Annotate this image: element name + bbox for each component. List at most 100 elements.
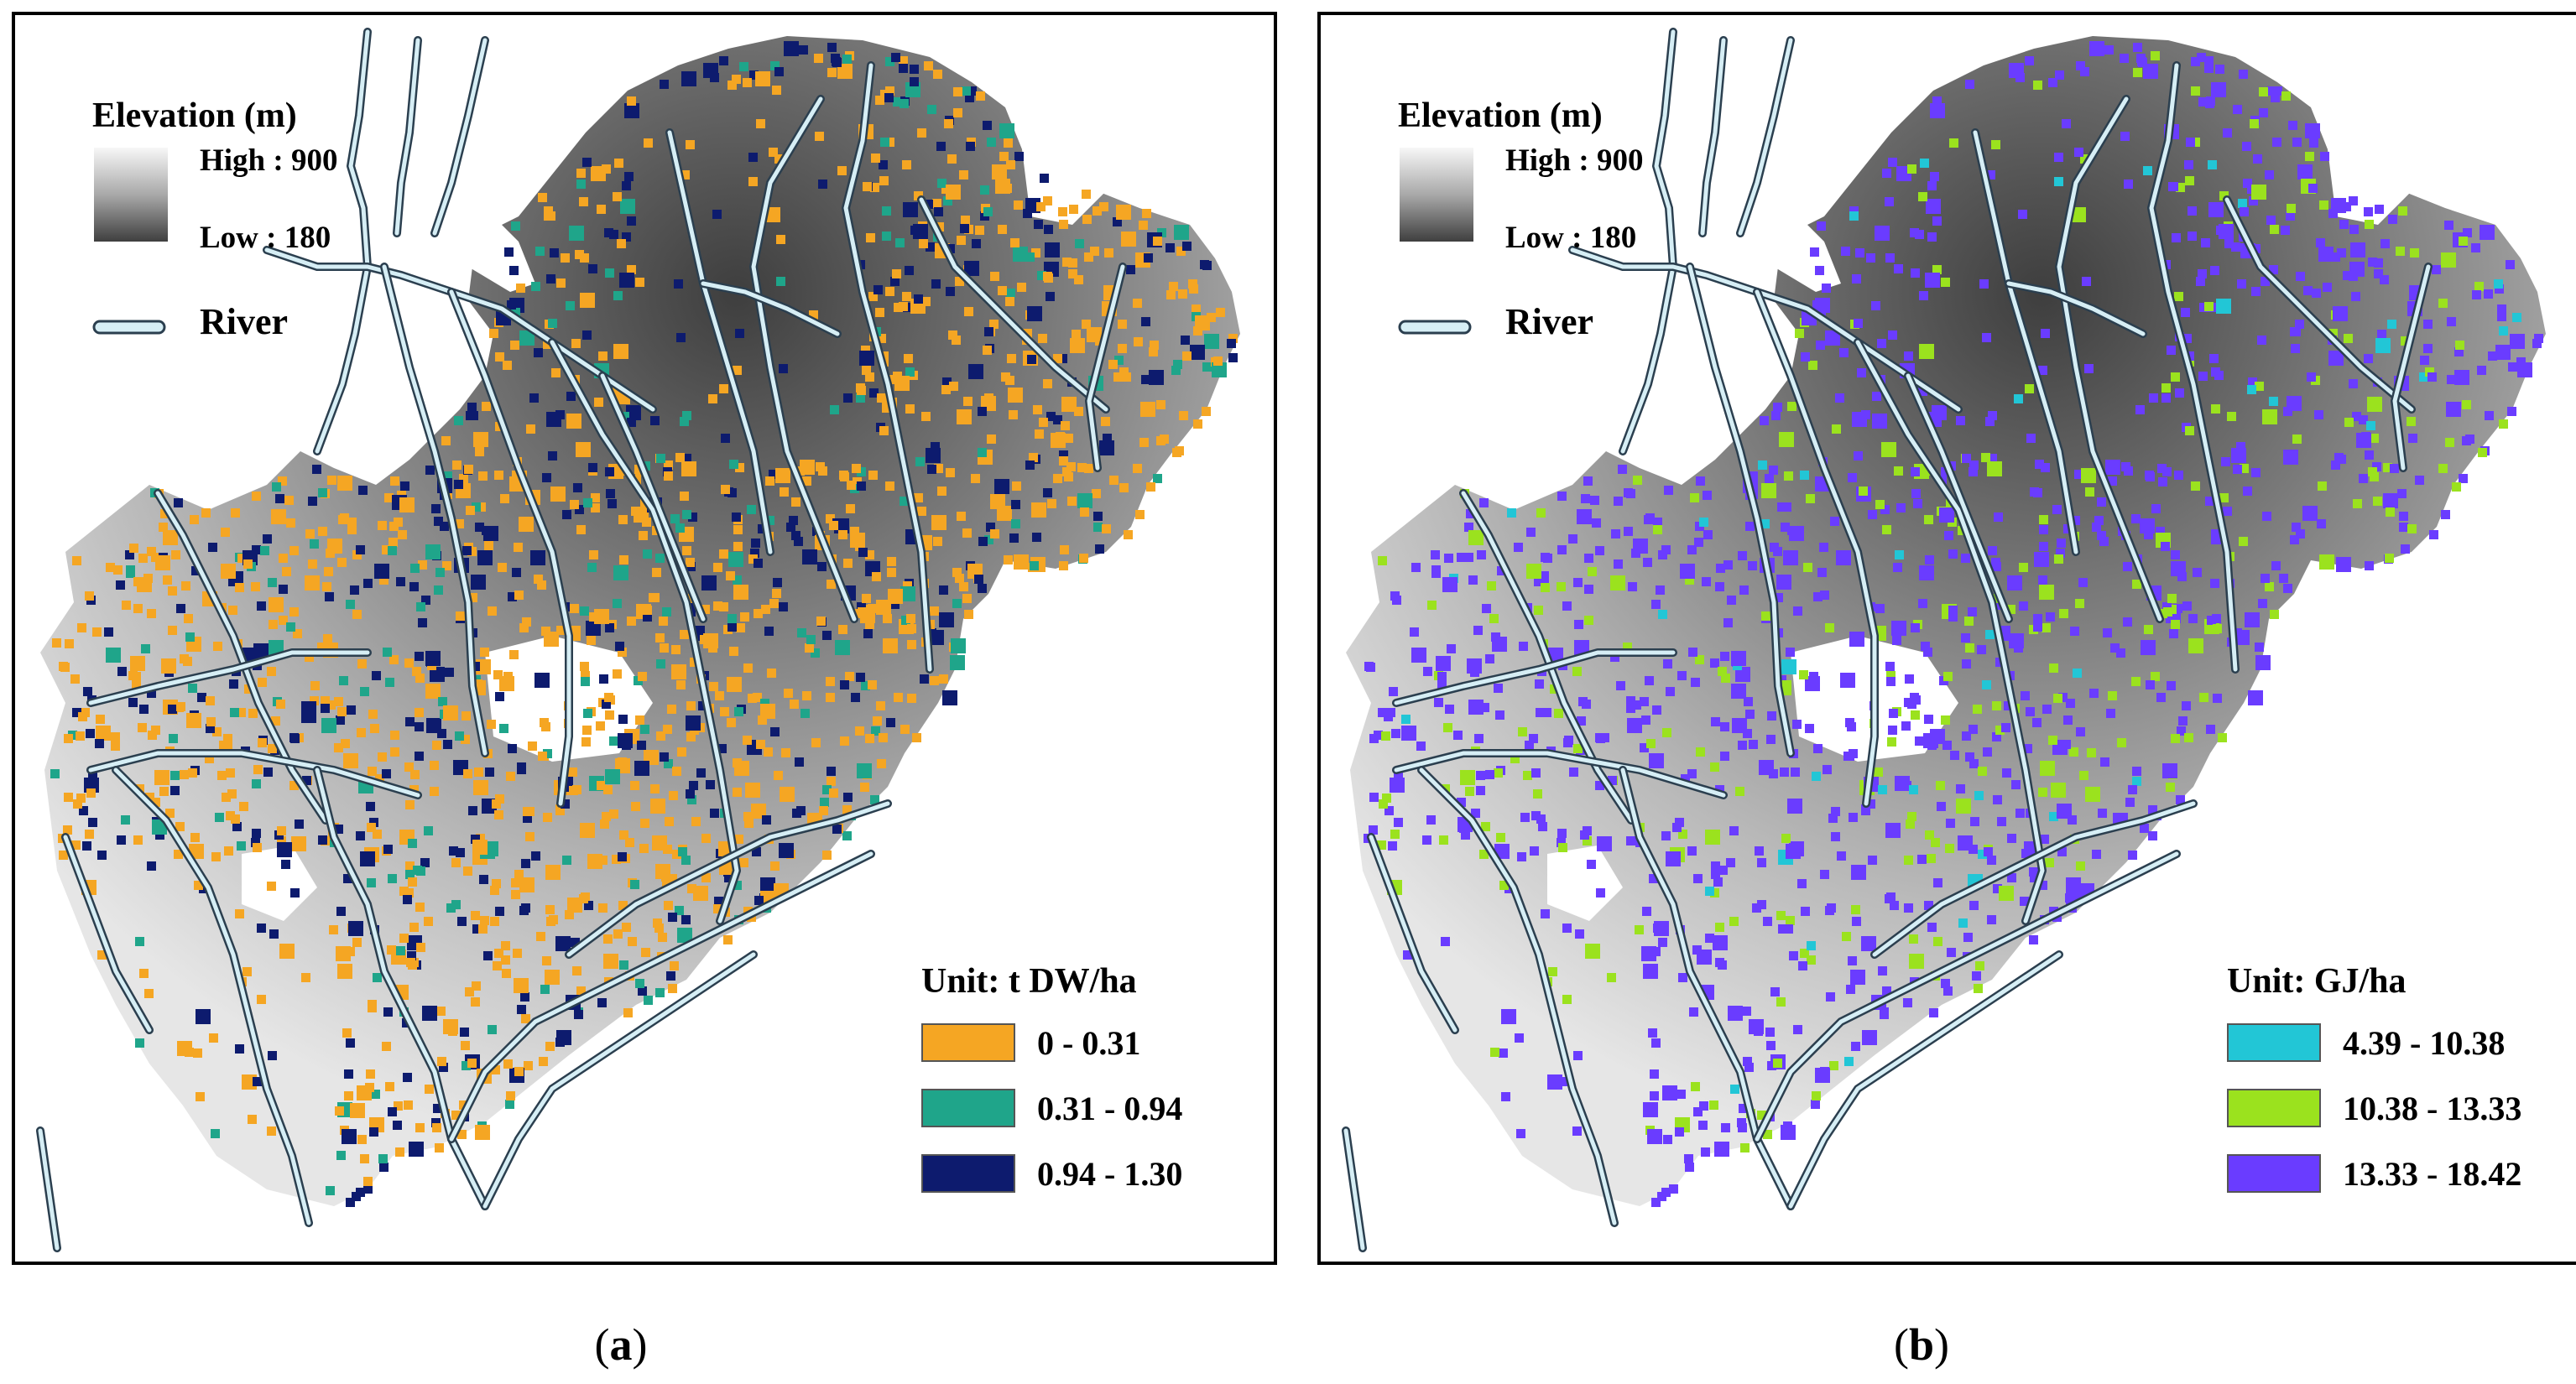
class-pixel (1888, 726, 1897, 735)
river-channel (38, 1128, 60, 1251)
class-pixel (975, 226, 984, 235)
class-pixel (1610, 653, 1619, 662)
class-pixel (1993, 884, 2002, 893)
class-pixel (2374, 269, 2383, 278)
class-pixel (407, 951, 416, 960)
class-pixel (1932, 216, 1942, 226)
class-pixel (754, 609, 763, 618)
class-pixel (1479, 498, 1489, 507)
class-pixel (2151, 672, 2160, 681)
class-pixel (199, 884, 208, 893)
class-pixel (2191, 57, 2200, 66)
class-pixel (2375, 338, 2391, 353)
class-pixel (2444, 221, 2453, 230)
class-pixel (1150, 341, 1159, 350)
class-pixel (440, 522, 449, 531)
class-pixel (415, 674, 425, 683)
class-pixel (206, 696, 215, 705)
class-pixel (856, 393, 865, 403)
class-pixel (756, 119, 765, 128)
class-pixel (329, 925, 338, 934)
class-pixel (258, 738, 267, 747)
class-pixel (1932, 265, 1942, 274)
class-pixel (733, 575, 742, 585)
class-pixel (1771, 411, 1781, 420)
class-pixel (1658, 610, 1667, 619)
class-pixel (506, 1091, 515, 1100)
class-pixel (859, 351, 874, 366)
class-pixel (643, 612, 652, 622)
class-pixel (1842, 932, 1851, 941)
class-pixel (1715, 958, 1724, 967)
class-pixel (2312, 289, 2321, 298)
class-pixel (2255, 655, 2271, 670)
class-pixel (1135, 510, 1145, 519)
class-pixel (1711, 870, 1720, 879)
class-pixel (726, 571, 735, 580)
class-pixel (1641, 946, 1656, 961)
class-pixel (487, 720, 496, 729)
class-pixel (2197, 53, 2206, 62)
class-pixel (356, 545, 365, 554)
class-pixel (473, 679, 482, 689)
class-pixel (2238, 199, 2247, 208)
class-pixel (1723, 560, 1733, 570)
class-pixel (1099, 202, 1108, 211)
class-pixel (1535, 679, 1544, 689)
class-pixel (709, 682, 718, 691)
class-pixel (2266, 216, 2276, 225)
class-pixel (253, 843, 262, 852)
class-pixel (1968, 607, 1977, 617)
class-pixel (753, 693, 762, 702)
class-pixel (670, 961, 679, 970)
class-pixel (1029, 453, 1038, 462)
class-pixel (289, 781, 299, 790)
class-pixel (2255, 382, 2264, 391)
class-pixel (861, 681, 870, 690)
class-pixel (1124, 530, 1133, 539)
class-pixel (2144, 530, 2153, 539)
class-pixel (1558, 1077, 1567, 1086)
class-pixel (337, 964, 352, 979)
class-pixel (85, 830, 94, 839)
class-pixel (1007, 354, 1016, 363)
class-pixel (2140, 824, 2149, 833)
class-pixel (1894, 466, 1903, 476)
class-pixel (1745, 710, 1755, 719)
class-pixel (378, 752, 387, 762)
class-pixel (492, 879, 501, 888)
class-pixel (2076, 861, 2085, 871)
class-pixel (1882, 525, 1891, 534)
caption-open: ( (594, 1319, 610, 1370)
class-pixel (499, 724, 508, 733)
class-pixel (1074, 407, 1083, 416)
class-pixel (318, 835, 327, 845)
class-pixel (937, 486, 946, 496)
class-pixel (1728, 1006, 1743, 1021)
class-pixel (1691, 678, 1700, 687)
class-pixel (899, 302, 908, 311)
class-pixel (2407, 417, 2416, 426)
class-pixel (133, 577, 143, 586)
class-pixel (463, 769, 472, 778)
class-pixel (226, 768, 235, 778)
class-pixel (1557, 838, 1566, 847)
class-pixel (2068, 815, 2077, 825)
class-pixel (843, 793, 853, 802)
river-channel (449, 289, 571, 806)
class-pixel (1043, 488, 1052, 497)
class-pixel (2097, 531, 2106, 540)
class-pixel (278, 476, 287, 486)
class-pixel (2021, 691, 2030, 700)
class-pixel (858, 607, 867, 617)
class-pixel (416, 866, 425, 876)
class-pixel (1633, 539, 1648, 554)
class-pixel (1173, 360, 1182, 369)
class-pixel (994, 479, 1009, 494)
class-pixel (2459, 474, 2468, 483)
class-pixel (514, 591, 524, 600)
class-pixel (747, 505, 756, 514)
class-pixel (168, 626, 177, 635)
class-pixel (2309, 138, 2318, 148)
class-pixel (1820, 870, 1829, 879)
